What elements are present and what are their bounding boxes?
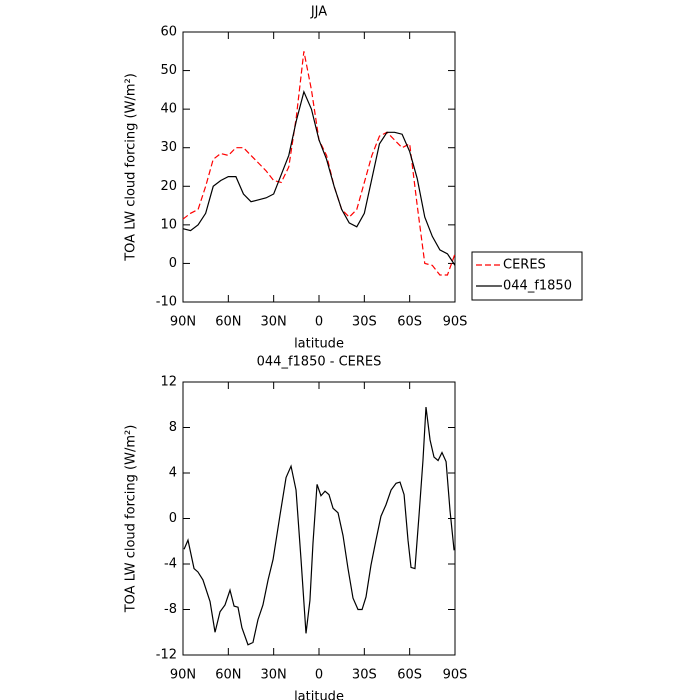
x-axis-label: latitude: [294, 337, 344, 352]
x-tick-label: 90S: [443, 315, 468, 330]
data-line: [182, 51, 456, 276]
y-tick-label: 40: [160, 102, 177, 117]
x-axis-label: latitude: [294, 690, 344, 700]
data-line: [183, 406, 455, 646]
y-tick-label: -12: [156, 648, 177, 663]
y-tick-label: 4: [169, 466, 177, 481]
y-axis-label: TOA LW cloud forcing (W/m²): [124, 73, 139, 262]
y-tick-label: 0: [169, 256, 177, 271]
plot-frame: [182, 381, 456, 656]
y-tick-label: -8: [164, 602, 177, 617]
y-tick-label: 8: [169, 420, 177, 435]
legend-label: CERES: [503, 258, 546, 273]
y-tick-label: 10: [160, 217, 177, 232]
chart-title: JJA: [310, 5, 327, 20]
data-line: [182, 89, 456, 266]
y-tick-label: -4: [164, 557, 177, 572]
y-tick-label: 60: [160, 25, 177, 40]
x-tick-label: 0: [315, 668, 323, 683]
y-tick-label: 50: [160, 63, 177, 78]
x-tick-label: 60N: [215, 668, 241, 683]
y-tick-label: 0: [169, 511, 177, 526]
y-tick-label: 30: [160, 140, 177, 155]
y-tick-label: 20: [160, 179, 177, 194]
x-tick-label: 0: [315, 315, 323, 330]
legend-box: [471, 251, 583, 301]
x-tick-label: 30N: [261, 668, 287, 683]
legend-label: 044_f1850: [503, 279, 572, 294]
x-tick-label: 30N: [261, 315, 287, 330]
x-tick-label: 90N: [170, 668, 196, 683]
chart-title: 044_f1850 - CERES: [257, 355, 382, 370]
x-tick-label: 60N: [215, 315, 241, 330]
x-tick-label: 90N: [170, 315, 196, 330]
x-tick-label: 60S: [397, 668, 422, 683]
x-tick-label: 60S: [397, 315, 422, 330]
y-tick-label: -10: [156, 295, 177, 310]
x-tick-label: 30S: [352, 668, 377, 683]
x-tick-label: 90S: [443, 668, 468, 683]
y-axis-label: TOA LW cloud forcing (W/m²): [124, 425, 139, 614]
x-tick-label: 30S: [352, 315, 377, 330]
y-tick-label: 12: [160, 375, 177, 390]
